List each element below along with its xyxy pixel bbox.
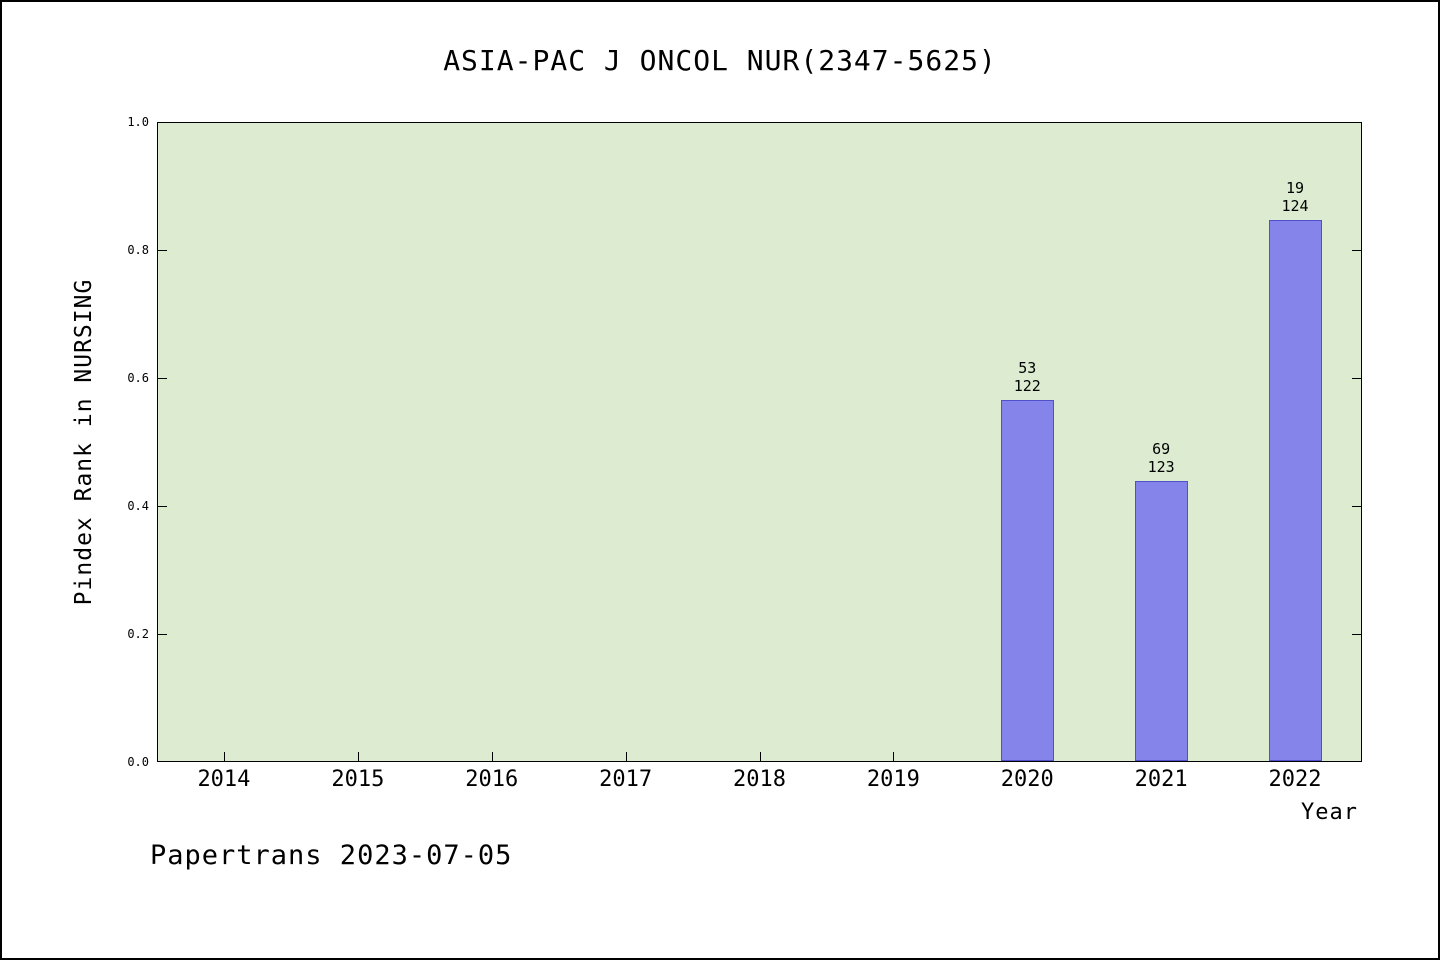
x-tick-label: 2022 bbox=[1268, 767, 1322, 792]
y-tick-mark bbox=[158, 506, 167, 507]
footer-text: Papertrans 2023-07-05 bbox=[150, 840, 513, 871]
y-tick-label: 0.6 bbox=[127, 371, 149, 385]
chart-title: ASIA-PAC J ONCOL NUR(2347-5625) bbox=[443, 44, 997, 77]
x-tick-label: 2017 bbox=[599, 767, 653, 792]
y-tick-label: 0.8 bbox=[127, 243, 149, 257]
y-tick-label: 0.4 bbox=[127, 499, 149, 513]
y-tick-mark bbox=[1352, 506, 1361, 507]
y-tick-mark bbox=[1352, 378, 1361, 379]
bar bbox=[1134, 481, 1188, 761]
y-tick-mark bbox=[158, 122, 167, 123]
x-tick-label: 2021 bbox=[1134, 767, 1188, 792]
x-tick-mark bbox=[491, 752, 493, 761]
x-tick-mark bbox=[223, 752, 225, 761]
x-tick-label: 2019 bbox=[866, 767, 920, 792]
x-tick-mark bbox=[759, 752, 761, 761]
x-tick-label: 2018 bbox=[733, 767, 786, 792]
x-tick-mark bbox=[893, 752, 895, 761]
y-tick-mark bbox=[158, 378, 167, 379]
y-tick-mark bbox=[1352, 761, 1361, 762]
y-axis-label: Pindex Rank in NURSING bbox=[71, 278, 97, 606]
y-tick-mark bbox=[158, 250, 167, 251]
x-tick-label: 2014 bbox=[197, 767, 251, 792]
bar-label: 53 122 bbox=[1013, 358, 1041, 395]
y-tick-mark bbox=[1352, 122, 1361, 123]
y-tick-mark bbox=[158, 634, 167, 635]
x-axis-label: Year bbox=[1301, 800, 1358, 825]
bar-label: 69 123 bbox=[1147, 440, 1175, 477]
y-tick-label: 1.0 bbox=[127, 115, 149, 129]
bar bbox=[1000, 399, 1054, 761]
y-tick-label: 0.2 bbox=[127, 627, 149, 641]
bar bbox=[1268, 219, 1322, 761]
bar-label: 19 124 bbox=[1281, 178, 1309, 215]
x-tick-label: 2015 bbox=[331, 767, 385, 792]
y-tick-mark bbox=[1352, 250, 1361, 251]
y-tick-mark bbox=[1352, 634, 1361, 635]
y-tick-label: 0.0 bbox=[127, 755, 149, 769]
x-tick-mark bbox=[625, 752, 627, 761]
y-tick-mark bbox=[158, 761, 167, 762]
x-tick-mark bbox=[357, 752, 359, 761]
x-tick-label: 2020 bbox=[1000, 767, 1054, 792]
x-tick-label: 2016 bbox=[465, 767, 519, 792]
